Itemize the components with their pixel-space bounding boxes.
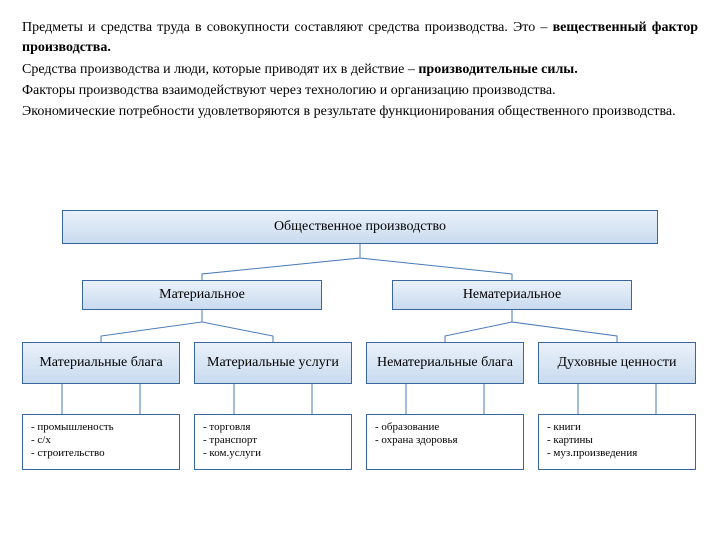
- node-spiritual-values: Духовные ценности: [538, 342, 696, 384]
- list-item: - муз.произведения: [547, 447, 687, 459]
- intro-text: Предметы и средства труда в совокупности…: [22, 18, 698, 122]
- list-item: - промышленость: [31, 421, 171, 433]
- intro-p4: Экономические потребности удовлетворяютс…: [22, 102, 698, 122]
- intro-p3: Факторы производства взаимодействуют чер…: [22, 81, 698, 101]
- list-item: - с/х: [31, 434, 171, 446]
- leaf-education: - образование- охрана здоровья: [366, 414, 524, 470]
- list-item: - книги: [547, 421, 687, 433]
- intro-p2a: Средства производства и люди, которые пр…: [22, 62, 418, 77]
- list-item: - строительство: [31, 447, 171, 459]
- leaf-list-4: - книги- картины- муз.произведения: [547, 421, 687, 459]
- leaf-list-3: - образование- охрана здоровья: [375, 421, 515, 446]
- list-item: - образование: [375, 421, 515, 433]
- intro-p1a: Предметы и средства труда в совокупности…: [22, 20, 553, 35]
- leaf-books: - книги- картины- муз.произведения: [538, 414, 696, 470]
- intro-p2b: производительные силы.: [418, 62, 577, 77]
- leaf-trade: - торговля- транспорт- ком.услуги: [194, 414, 352, 470]
- leaf-industry: - промышленость- с/х- строительство: [22, 414, 180, 470]
- node-root: Общественное производство: [62, 210, 658, 244]
- node-material: Материальное: [82, 280, 322, 310]
- leaf-list-2: - торговля- транспорт- ком.услуги: [203, 421, 343, 459]
- list-item: - торговля: [203, 421, 343, 433]
- node-material-services: Материальные услуги: [194, 342, 352, 384]
- node-immaterial: Нематериальное: [392, 280, 632, 310]
- list-item: - ком.услуги: [203, 447, 343, 459]
- list-item: - охрана здоровья: [375, 434, 515, 446]
- node-material-goods: Материальные блага: [22, 342, 180, 384]
- list-item: - картины: [547, 434, 687, 446]
- leaf-list-1: - промышленость- с/х- строительство: [31, 421, 171, 459]
- node-immaterial-goods: Нематериальные блага: [366, 342, 524, 384]
- list-item: - транспорт: [203, 434, 343, 446]
